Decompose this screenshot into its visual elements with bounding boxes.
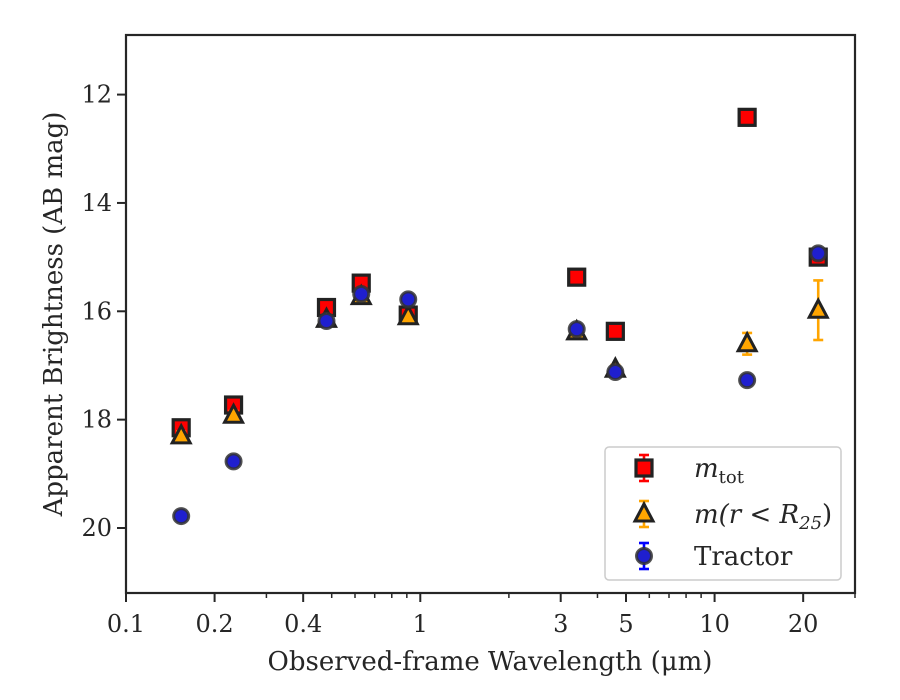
data-point <box>396 303 420 326</box>
data-point <box>806 279 830 342</box>
data-point <box>735 330 759 356</box>
legend-label: m(r < R25) <box>694 500 832 534</box>
y-tick-label: 20 <box>81 514 112 542</box>
legend: mtot m(r < R25) Tractor <box>604 446 842 581</box>
data-point <box>222 402 246 424</box>
y-axis-label: Apparent Brightness (AB mag) <box>39 112 69 518</box>
legend-marker <box>632 500 656 523</box>
legend-label: Tractor <box>694 542 793 572</box>
point-marker <box>567 320 586 339</box>
point-marker <box>606 362 625 381</box>
legend-entry: Tractor <box>635 541 793 572</box>
x-axis-label: Observed-frame Wavelength (μm) <box>268 647 713 677</box>
point-marker <box>737 107 757 127</box>
point-marker <box>567 267 587 287</box>
legend-label: mtot <box>694 454 745 488</box>
y-tick-label: 12 <box>81 81 112 109</box>
legend-marker <box>635 547 653 565</box>
legend-entry: mtot <box>634 453 745 488</box>
plot-area <box>169 107 830 526</box>
y-tick-label: 18 <box>81 406 112 434</box>
series-3 <box>172 244 828 526</box>
x-tick-label: 0.4 <box>284 610 322 638</box>
point-marker <box>399 290 418 309</box>
data-point <box>738 371 757 390</box>
point-marker <box>809 244 828 263</box>
point-marker <box>738 371 757 390</box>
x-tick-label: 5 <box>618 610 633 638</box>
plot-frame <box>124 33 857 595</box>
data-point <box>606 362 625 381</box>
x-tick-label: 10 <box>699 610 730 638</box>
point-marker <box>317 312 336 331</box>
y-tick-label: 16 <box>81 297 112 325</box>
y-tick-label: 14 <box>81 189 112 217</box>
data-point <box>567 320 586 339</box>
data-point <box>567 267 587 287</box>
data-point <box>399 290 418 309</box>
point-marker <box>605 321 625 341</box>
point-marker <box>806 297 830 319</box>
data-point <box>317 312 336 331</box>
data-point <box>737 107 757 127</box>
point-marker <box>735 330 759 353</box>
point-marker <box>172 507 191 526</box>
data-point <box>172 507 191 526</box>
point-marker <box>352 284 371 303</box>
legend-box <box>604 446 842 581</box>
data-point <box>169 422 193 445</box>
point-marker <box>396 303 420 326</box>
point-marker <box>224 452 243 471</box>
data-point <box>352 284 371 303</box>
data-point <box>809 244 828 263</box>
x-tick-label: 0.1 <box>107 610 145 638</box>
legend-marker <box>634 458 654 478</box>
x-tick-label: 1 <box>413 610 428 638</box>
legend-entry: m(r < R25) <box>632 499 832 534</box>
point-marker <box>222 402 246 424</box>
data-point <box>224 452 243 471</box>
x-tick-label: 20 <box>788 610 819 638</box>
x-tick-label: 0.2 <box>196 610 234 638</box>
axes: 0.1 0.2 0.4 1 3 5 10 20 12 14 16 18 20 <box>81 33 857 638</box>
x-tick-label: 3 <box>553 610 568 638</box>
point-marker <box>169 422 193 445</box>
data-point <box>605 321 625 341</box>
